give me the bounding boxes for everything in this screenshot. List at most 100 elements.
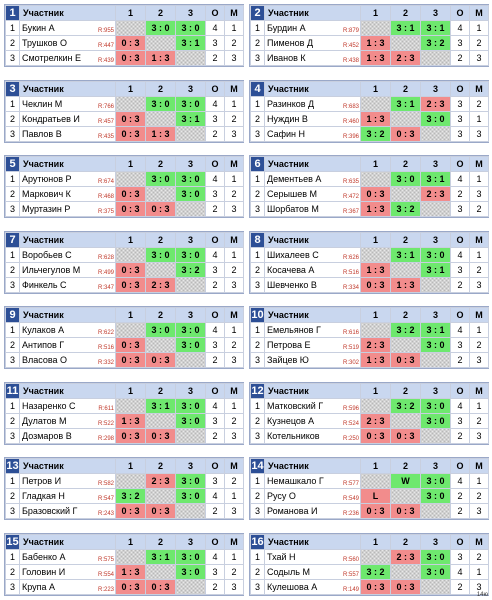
match-score: 3 : 1 <box>420 322 451 338</box>
points-value: 2 <box>450 352 470 368</box>
participant-name[interactable]: Чеклин М R:766 <box>19 95 116 112</box>
place-value: 3 <box>224 50 244 66</box>
participant-name[interactable]: Петров И R:582 <box>19 473 116 489</box>
participant-name[interactable]: Шихалеев С R:626 <box>264 246 361 263</box>
participant-rating: R:547 <box>97 496 114 503</box>
participant-index: 1 <box>5 246 20 263</box>
participant-name[interactable]: Косачева А R:516 <box>264 261 361 278</box>
participant-name[interactable]: Гладкая Н R:547 <box>19 488 116 504</box>
participant-name[interactable]: Головин И R:554 <box>19 563 116 580</box>
match-score: 3 : 0 <box>420 246 451 263</box>
participant-name[interactable]: Зайцев Ю R:302 <box>264 352 361 368</box>
place-value: 1 <box>224 397 244 414</box>
participant-name[interactable]: Бабенко А R:575 <box>19 548 116 565</box>
participant-name[interactable]: Кондратьев И R:457 <box>19 110 116 127</box>
participant-name[interactable]: Романова И R:236 <box>264 503 361 519</box>
participant-name[interactable]: Смотрелкин Е R:439 <box>19 50 116 66</box>
match-score: 1 : 3 <box>360 261 391 278</box>
participant-index: 3 <box>250 503 265 519</box>
points-value: 3 <box>450 261 470 278</box>
self-match-cell <box>115 473 146 489</box>
group-number: 3 <box>5 80 20 97</box>
participant-name[interactable]: Матковский Г R:596 <box>264 397 361 414</box>
participant-name[interactable]: Разинков Д R:683 <box>264 95 361 112</box>
participant-name[interactable]: Антипов Г R:516 <box>19 337 116 353</box>
participant-rating: R:250 <box>342 435 359 442</box>
participant-name[interactable]: Власова О R:332 <box>19 352 116 368</box>
match-score: 3 : 0 <box>420 110 451 127</box>
group-number: 10 <box>250 307 265 323</box>
match-score: 0 : 3 <box>390 427 421 444</box>
points-column-header: О <box>205 382 225 399</box>
column-header-1: 1 <box>115 156 146 172</box>
match-score: 3 : 0 <box>175 186 206 202</box>
participant-index: 1 <box>5 171 20 187</box>
participant-name[interactable]: Пименов Д R:452 <box>264 35 361 51</box>
participant-name[interactable]: Назаренко С R:611 <box>19 397 116 414</box>
place-column-header: М <box>224 382 244 399</box>
self-match-cell <box>175 125 206 142</box>
participant-name[interactable]: Ильчегулов М R:499 <box>19 261 116 278</box>
column-header-2: 2 <box>145 80 176 97</box>
participant-name[interactable]: Русу О R:549 <box>264 488 361 504</box>
participant-name[interactable]: Котельников R:250 <box>264 427 361 444</box>
column-header-3: 3 <box>175 382 206 399</box>
participant-name[interactable]: Содыль М R:557 <box>264 563 361 580</box>
participant-name[interactable]: Иванов К R:438 <box>264 50 361 66</box>
place-value: 2 <box>224 412 244 429</box>
participant-name[interactable]: Дементьев А R:635 <box>264 171 361 187</box>
self-match-cell <box>145 186 176 202</box>
match-score: 2 : 3 <box>420 95 451 112</box>
group-header-row: 7 Участник 1 2 3 О М <box>5 231 244 248</box>
participant-name[interactable]: Крупа А R:223 <box>19 578 116 595</box>
participant-name[interactable]: Кулаков А R:622 <box>19 322 116 338</box>
participant-index: 3 <box>5 578 20 595</box>
group-header-row: 6 Участник 1 2 3 О М <box>250 156 489 172</box>
participant-name[interactable]: Воробьев С R:628 <box>19 246 116 263</box>
participant-rating: R:438 <box>342 58 359 65</box>
participant-name[interactable]: Тхай Н R:560 <box>264 548 361 565</box>
participant-name[interactable]: Бразовский Г R:243 <box>19 503 116 519</box>
column-header-2: 2 <box>145 156 176 172</box>
participant-name-text: Емельянов Г <box>267 325 321 335</box>
participant-name[interactable]: Дулатов М R:522 <box>19 412 116 429</box>
participant-name[interactable]: Финкель С R:347 <box>19 276 116 293</box>
participant-name[interactable]: Шевченко В R:334 <box>264 276 361 293</box>
participant-name[interactable]: Серышев М R:472 <box>264 186 361 202</box>
participant-name[interactable]: Емельянов Г R:616 <box>264 322 361 338</box>
match-score: 2 : 3 <box>390 50 421 66</box>
match-score: 0 : 3 <box>115 578 146 595</box>
participant-name[interactable]: Муртазин Р R:375 <box>19 201 116 217</box>
participant-name-text: Бразовский Г <box>22 506 78 516</box>
participant-name[interactable]: Кулешова А R:149 <box>264 578 361 595</box>
points-value: 3 <box>450 35 470 51</box>
participant-name[interactable]: Арутюнов Р R:674 <box>19 171 116 187</box>
participant-name[interactable]: Трушков О R:447 <box>19 35 116 51</box>
participant-name[interactable]: Сафин Н R:396 <box>264 125 361 142</box>
participant-name[interactable]: Нуждин В R:460 <box>264 110 361 127</box>
participant-name[interactable]: Бурдин А R:879 <box>264 20 361 36</box>
match-score: 3 : 0 <box>175 20 206 36</box>
participant-name[interactable]: Павлов В R:435 <box>19 125 116 142</box>
participant-index: 1 <box>250 246 265 263</box>
points-column-header: О <box>450 458 470 474</box>
participant-name[interactable]: Немашкало Г R:577 <box>264 473 361 489</box>
participant-name[interactable]: Кузнецов А R:524 <box>264 412 361 429</box>
participant-name[interactable]: Дозмаров В R:298 <box>19 427 116 444</box>
participant-name[interactable]: Шорбатов М R:367 <box>264 201 361 217</box>
participant-column-header: Участник <box>19 382 116 399</box>
participant-name[interactable]: Маркович К R:468 <box>19 186 116 202</box>
participant-name[interactable]: Петрова Е R:519 <box>264 337 361 353</box>
points-column-header: О <box>450 5 470 21</box>
participant-name[interactable]: Букин А R:955 <box>19 20 116 36</box>
